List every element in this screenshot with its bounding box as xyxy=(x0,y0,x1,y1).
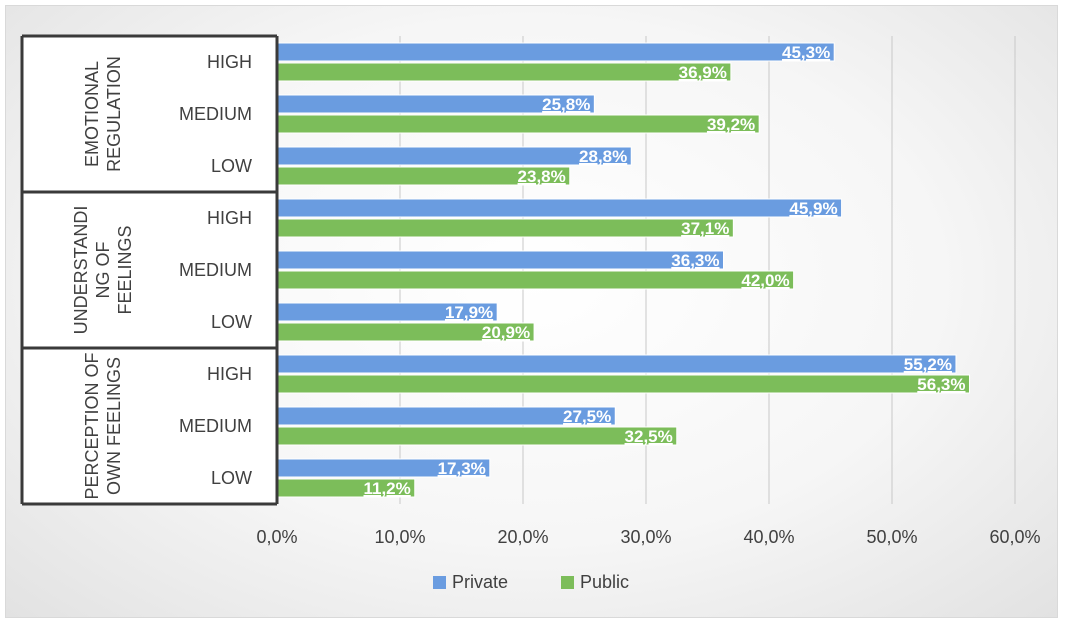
data-label-private: 55,2% xyxy=(904,355,952,374)
data-label-public: 56,3% xyxy=(917,375,965,394)
bar-public xyxy=(276,426,678,446)
bar-public xyxy=(276,218,734,238)
x-tick-label: 10,0% xyxy=(374,527,425,547)
data-label-private: 25,8% xyxy=(542,95,590,114)
bar-private xyxy=(276,42,835,62)
group-label: REGULATION xyxy=(104,56,124,172)
data-label-public: 39,2% xyxy=(707,115,755,134)
category-label: LOW xyxy=(211,312,252,332)
group-label: PERCEPTION OF xyxy=(82,352,102,499)
group-label: OWN FEELINGS xyxy=(104,357,124,495)
x-tick-label: 0,0% xyxy=(256,527,297,547)
bar-private xyxy=(276,354,957,374)
category-label: HIGH xyxy=(207,208,252,228)
legend-swatch-private xyxy=(433,576,446,589)
category-label: HIGH xyxy=(207,52,252,72)
data-label-private: 27,5% xyxy=(563,407,611,426)
data-label-public: 37,1% xyxy=(681,219,729,238)
data-label-public: 20,9% xyxy=(482,323,530,342)
data-label-private: 45,3% xyxy=(782,43,830,62)
data-label-private: 36,3% xyxy=(671,251,719,270)
data-label-private: 17,9% xyxy=(445,303,493,322)
group-label: NG OF xyxy=(93,241,113,298)
data-label-public: 23,8% xyxy=(518,167,566,186)
group-label: UNDERSTANDI xyxy=(71,206,91,335)
category-label: HIGH xyxy=(207,364,252,384)
bar-public xyxy=(276,270,795,290)
category-label: MEDIUM xyxy=(179,104,252,124)
x-tick-label: 40,0% xyxy=(743,527,794,547)
legend-label-public: Public xyxy=(580,572,629,592)
category-panel xyxy=(22,36,277,504)
category-label: MEDIUM xyxy=(179,260,252,280)
bar-private xyxy=(276,198,843,218)
data-label-public: 11,2% xyxy=(363,479,410,498)
bar-public xyxy=(276,374,970,394)
legend-label-private: Private xyxy=(452,572,508,592)
bar-private xyxy=(276,250,724,270)
x-tick-label: 50,0% xyxy=(866,527,917,547)
x-tick-label: 60,0% xyxy=(989,527,1040,547)
data-label-private: 45,9% xyxy=(789,199,837,218)
data-label-public: 36,9% xyxy=(679,63,727,82)
x-tick-label: 30,0% xyxy=(620,527,671,547)
category-label: MEDIUM xyxy=(179,416,252,436)
data-label-public: 32,5% xyxy=(625,427,673,446)
group-label: EMOTIONAL xyxy=(82,61,102,167)
bar-public xyxy=(276,62,732,82)
legend-swatch-public xyxy=(561,576,574,589)
data-label-private: 17,3% xyxy=(438,459,486,478)
data-label-public: 42,0% xyxy=(741,271,789,290)
category-label: LOW xyxy=(211,468,252,488)
x-tick-label: 20,0% xyxy=(497,527,548,547)
category-label: LOW xyxy=(211,156,252,176)
bar-public xyxy=(276,114,760,134)
data-label-private: 28,8% xyxy=(579,147,627,166)
group-label: FEELINGS xyxy=(115,225,135,314)
